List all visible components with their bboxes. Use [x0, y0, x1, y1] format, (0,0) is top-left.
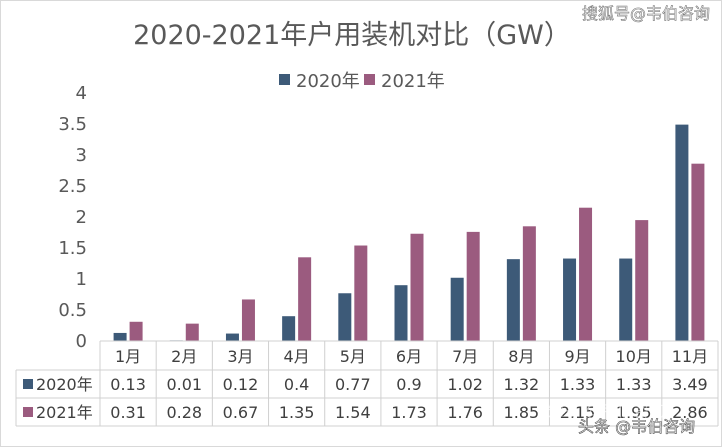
y-tick-label: 0.5 [58, 300, 87, 321]
legend-swatch-2021 [364, 74, 375, 85]
bar-2020年-3月 [225, 333, 239, 341]
bar-2021年-9月 [579, 207, 593, 341]
watermark-bottom-right: 头条 @韦伯咨询 [578, 417, 695, 436]
legend-label-2020: 2020年 [296, 71, 360, 92]
table-series-label: 2020年 [36, 375, 93, 394]
x-tick-label: 10月 [616, 347, 652, 366]
bar-2020年-5月 [338, 293, 352, 341]
chart-title: 2020-2021年户用装机对比（GW） [133, 20, 571, 51]
legend-label-2021: 2021年 [381, 71, 445, 92]
watermark-mid-right: 知乎 @韦伯咨询 [548, 401, 665, 420]
table-series-label: 2021年 [36, 403, 93, 422]
table-cell-value: 1.73 [391, 403, 427, 422]
table-cell-value: 0.13 [110, 375, 146, 394]
y-tick-label: 3.5 [58, 114, 87, 135]
x-tick-label: 11月 [672, 347, 708, 366]
table-cell-value: 2.86 [672, 403, 708, 422]
bars [113, 124, 705, 342]
table-legend-swatch [23, 379, 33, 389]
bar-2021年-2月 [185, 323, 199, 341]
table-cell-value: 3.49 [672, 375, 708, 394]
x-tick-label: 1月 [115, 347, 141, 366]
y-tick-label: 1.5 [58, 238, 87, 259]
table-cell-value: 0.12 [223, 375, 259, 394]
table-cell-value: 1.95 [616, 403, 652, 422]
x-tick-label: 5月 [340, 347, 366, 366]
bar-2020年-9月 [563, 258, 577, 341]
legend: 2020年 2021年 [279, 71, 445, 92]
x-tick-label: 7月 [452, 347, 478, 366]
watermarks: 搜狐号@韦伯咨询 知乎 @韦伯咨询 头条 @韦伯咨询 [548, 4, 710, 437]
table-legend-swatch [23, 407, 33, 417]
table-cell-value: 1.02 [447, 375, 483, 394]
y-tick-label: 2 [76, 207, 87, 228]
bar-2021年-5月 [354, 245, 368, 341]
y-tick-label: 1 [76, 269, 87, 290]
x-tick-label: 4月 [284, 347, 310, 366]
y-tick-label: 3 [76, 145, 87, 166]
bar-2021年-1月 [129, 321, 143, 341]
x-tick-label: 3月 [227, 347, 253, 366]
bar-2021年-7月 [466, 231, 480, 341]
table-cell-value: 0.67 [223, 403, 259, 422]
table-cell-value: 2.15 [560, 403, 596, 422]
bar-2021年-3月 [241, 299, 255, 341]
bar-2020年-1月 [113, 332, 127, 341]
x-tick-label: 9月 [564, 347, 590, 366]
bar-2021年-11月 [691, 163, 705, 341]
y-tick-label: 4 [76, 83, 87, 104]
y-tick-label: 0 [76, 331, 87, 352]
x-tick-label: 2月 [171, 347, 197, 366]
table-cell-value: 1.33 [616, 375, 652, 394]
table-cell-value: 0.9 [396, 375, 421, 394]
bar-2021年-4月 [298, 257, 312, 341]
table-cell-value: 0.31 [110, 403, 146, 422]
y-tick-label: 2.5 [58, 176, 87, 197]
table-cell-value: 0.77 [335, 375, 371, 394]
x-tick-label: 6月 [396, 347, 422, 366]
bar-2021年-8月 [522, 226, 536, 341]
table-cell-value: 1.35 [279, 403, 315, 422]
bar-2020年-8月 [506, 259, 520, 341]
watermark-top-right: 搜狐号@韦伯咨询 [582, 4, 710, 23]
y-axis: 0 0.5 1 1.5 2 2.5 3 3.5 4 [58, 83, 87, 352]
table-cell-value: 0.4 [284, 375, 309, 394]
data-table: 1月 2月 3月 4月 5月 6月 7月 8月 9月 10月 11月 2020年 0.13 0.01 0.1… [15, 340, 719, 427]
bar-2021年-10月 [635, 220, 649, 341]
table-cell-value: 0.28 [166, 403, 202, 422]
x-tick-label: 8月 [508, 347, 534, 366]
legend-swatch-2020 [279, 74, 290, 85]
table-cell-value: 1.76 [447, 403, 483, 422]
bar-2020年-7月 [450, 277, 464, 341]
table-cell-value: 1.54 [335, 403, 371, 422]
bar-2020年-6月 [394, 285, 408, 341]
bar-2020年-10月 [619, 258, 633, 341]
bar-2020年-11月 [675, 124, 689, 342]
table-cell-value: 1.33 [560, 375, 596, 394]
table-cell-value: 0.01 [166, 375, 202, 394]
table-cell-value: 1.85 [504, 403, 540, 422]
bar-2021年-6月 [410, 233, 424, 341]
table-cell-value: 1.32 [504, 375, 540, 394]
bar-2020年-4月 [282, 316, 296, 341]
